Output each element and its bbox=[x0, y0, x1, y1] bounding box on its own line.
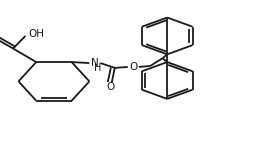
Text: N: N bbox=[91, 58, 99, 68]
Text: H: H bbox=[94, 64, 101, 73]
Text: O: O bbox=[106, 82, 114, 92]
Text: OH: OH bbox=[28, 29, 44, 39]
Text: O: O bbox=[129, 62, 138, 72]
